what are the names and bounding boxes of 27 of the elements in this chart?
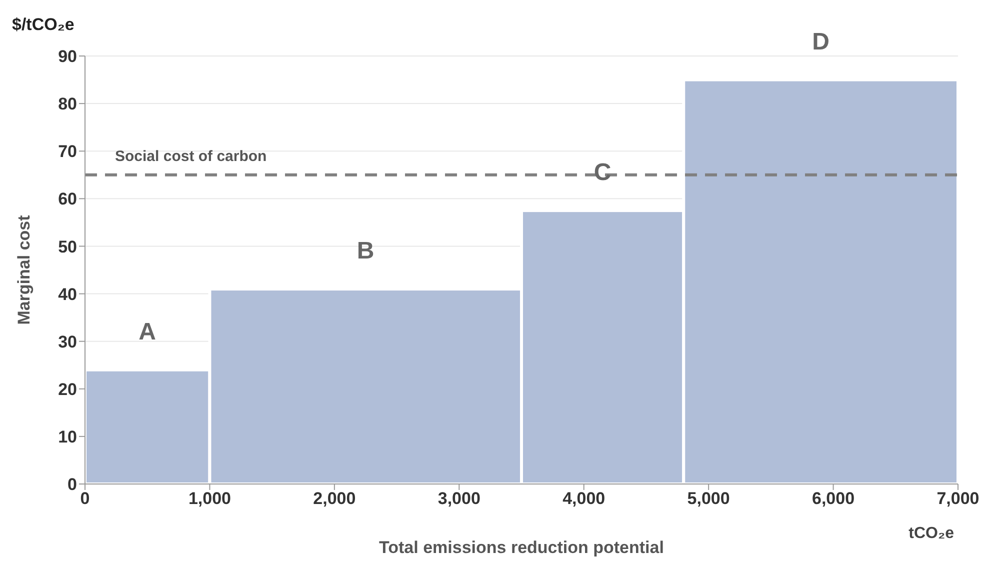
y-tick-label: 20 [58,380,77,399]
ref-line-label: Social cost of carbon [115,148,267,165]
annotation: B [356,238,374,265]
annotation: A [138,318,156,346]
x-tick-label: 0 [80,489,90,508]
x-tick-label: 5,000 [687,489,730,508]
x-tick-label: 3,000 [438,489,480,508]
x-tick-label: 2,000 [313,489,356,508]
y-tick-label: 40 [58,284,77,304]
annotation: C [594,159,612,186]
y-tick-label: 10 [58,427,77,446]
x-tick-label: 6,000 [812,489,855,508]
y-tick-label: 70 [58,142,77,162]
y-tick-label: 80 [58,94,77,114]
y-tick-label: 90 [58,47,77,66]
text: $/tCO₂e [12,15,74,34]
x-tick-label: 7,000 [936,489,980,508]
text: tCO₂e [908,525,954,542]
y-tick-label: 0 [68,475,77,494]
x-axis-title: Total emissions reduction potential [379,538,664,557]
x-tick-label: 4,000 [562,489,606,508]
y-tick-label: 60 [58,190,77,209]
text: D [812,28,830,56]
y-axis-title: Marginal cost [14,214,34,325]
y-tick-label: 30 [58,332,77,352]
y-tick-label: 50 [58,237,77,256]
x-tick-label: 1,000 [188,489,231,508]
